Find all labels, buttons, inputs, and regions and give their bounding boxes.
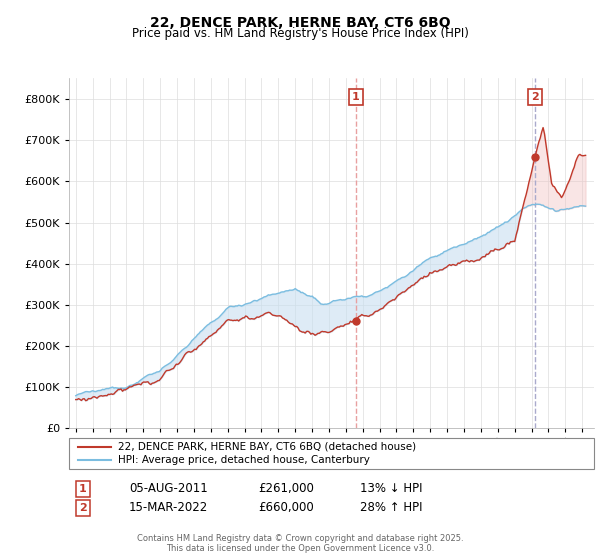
Text: £261,000: £261,000 — [258, 482, 314, 496]
Text: Contains HM Land Registry data © Crown copyright and database right 2025.
This d: Contains HM Land Registry data © Crown c… — [137, 534, 463, 553]
Text: 13% ↓ HPI: 13% ↓ HPI — [360, 482, 422, 496]
Text: £660,000: £660,000 — [258, 501, 314, 515]
Text: 22, DENCE PARK, HERNE BAY, CT6 6BQ (detached house): 22, DENCE PARK, HERNE BAY, CT6 6BQ (deta… — [118, 441, 416, 451]
Text: 2: 2 — [79, 503, 86, 513]
Text: 1: 1 — [79, 484, 86, 494]
Text: 22, DENCE PARK, HERNE BAY, CT6 6BQ: 22, DENCE PARK, HERNE BAY, CT6 6BQ — [149, 16, 451, 30]
Text: 05-AUG-2011: 05-AUG-2011 — [129, 482, 208, 496]
Text: 1: 1 — [352, 92, 360, 102]
Text: 15-MAR-2022: 15-MAR-2022 — [129, 501, 208, 515]
Text: HPI: Average price, detached house, Canterbury: HPI: Average price, detached house, Cant… — [118, 455, 370, 465]
Text: Price paid vs. HM Land Registry's House Price Index (HPI): Price paid vs. HM Land Registry's House … — [131, 27, 469, 40]
Text: 28% ↑ HPI: 28% ↑ HPI — [360, 501, 422, 515]
Text: 2: 2 — [531, 92, 539, 102]
